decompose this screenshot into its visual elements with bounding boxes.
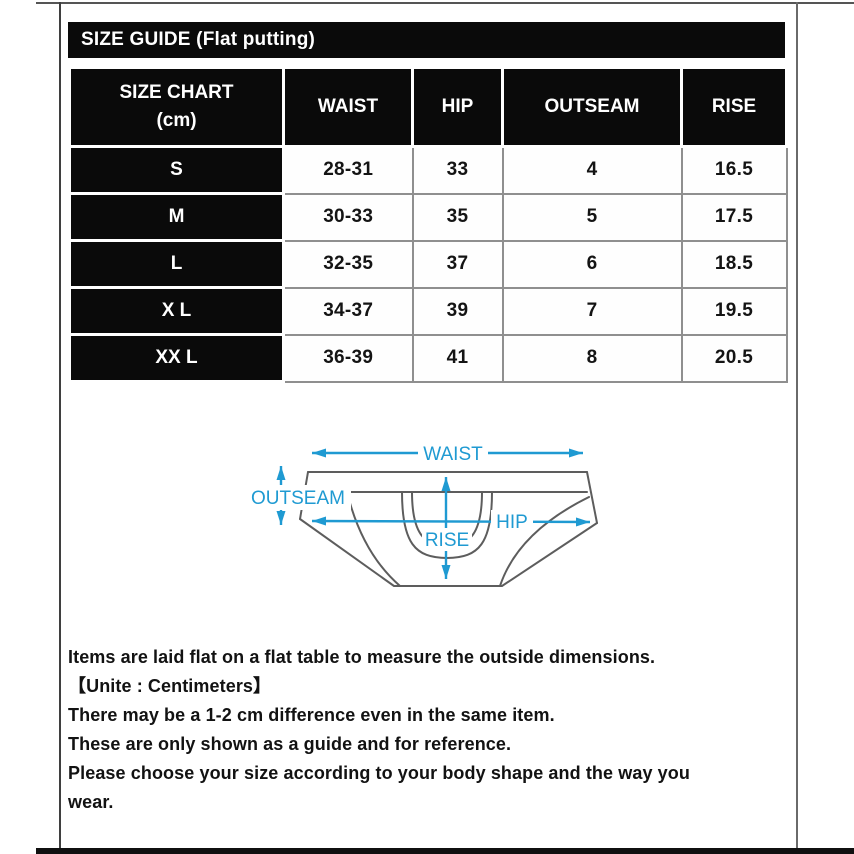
hip-diagram-label: HIP	[496, 512, 528, 533]
size-label: XX L	[68, 333, 285, 383]
table-row: X L 34-37 39 7 19.5	[68, 286, 788, 336]
measurement-notes: Items are laid flat on a flat table to m…	[68, 643, 790, 817]
note-line: Items are laid flat on a flat table to m…	[68, 647, 656, 667]
size-label: L	[68, 239, 285, 289]
page-title: SIZE GUIDE (Flat putting)	[81, 29, 316, 50]
size-label: S	[68, 145, 285, 195]
table-row: XX L 36-39 41 8 20.5	[68, 333, 788, 383]
header-size-chart: SIZE CHART (cm)	[68, 66, 285, 148]
table-row: S 28-31 33 4 16.5	[68, 145, 788, 195]
header-outseam: OUTSEAM	[501, 66, 683, 148]
rise-diagram-label: RISE	[425, 530, 469, 551]
outseam-diagram-label: OUTSEAM	[251, 488, 345, 509]
title-bar: SIZE GUIDE (Flat putting)	[68, 22, 785, 58]
outer-frame-top	[36, 2, 854, 4]
size-chart-table: SIZE CHART (cm) WAIST HIP OUTSEAM RISE S…	[68, 66, 788, 383]
waist-diagram-label: WAIST	[423, 444, 483, 465]
header-hip: HIP	[411, 66, 504, 148]
size-label: X L	[68, 286, 285, 336]
outer-frame	[59, 2, 798, 849]
bottom-section-bar	[36, 848, 854, 854]
briefs-measurement-diagram: WAIST OUTSEAM HIP RISE	[245, 441, 598, 587]
note-line: There may be a 1-2 cm difference even in…	[68, 705, 555, 725]
table-row: M 30-33 35 5 17.5	[68, 192, 788, 242]
note-line: Please choose your size according to you…	[68, 763, 690, 783]
table-header-row: SIZE CHART (cm) WAIST HIP OUTSEAM RISE	[68, 66, 788, 148]
header-rise: RISE	[680, 66, 788, 148]
note-line: wear.	[68, 792, 114, 812]
note-line: 【Unite : Centimeters】	[68, 676, 272, 696]
table-row: L 32-35 37 6 18.5	[68, 239, 788, 289]
hip-arrow	[311, 516, 591, 527]
header-waist: WAIST	[282, 66, 414, 148]
size-label: M	[68, 192, 285, 242]
label-backgrounds	[245, 441, 533, 551]
note-line: These are only shown as a guide and for …	[68, 734, 512, 754]
